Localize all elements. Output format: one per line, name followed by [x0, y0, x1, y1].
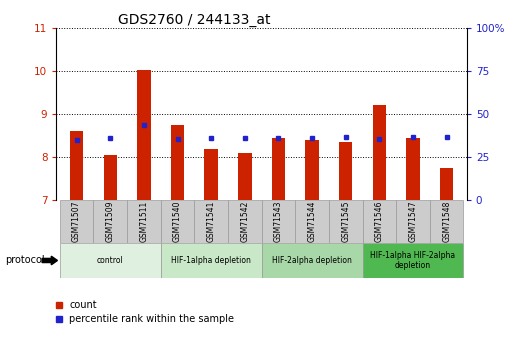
Bar: [194, 200, 228, 243]
Bar: [262, 243, 363, 278]
FancyArrow shape: [42, 256, 57, 265]
Bar: [372, 105, 386, 200]
Text: GSM71547: GSM71547: [408, 201, 418, 243]
Bar: [430, 200, 463, 243]
Text: GSM71509: GSM71509: [106, 201, 115, 243]
Bar: [205, 149, 218, 200]
Bar: [262, 200, 295, 243]
Bar: [396, 200, 430, 243]
Text: HIF-1alpha HIF-2alpha
depletion: HIF-1alpha HIF-2alpha depletion: [370, 251, 456, 270]
Text: GSM71544: GSM71544: [308, 201, 317, 243]
Bar: [60, 243, 161, 278]
Text: GSM71545: GSM71545: [341, 201, 350, 243]
Text: GSM71542: GSM71542: [240, 201, 249, 242]
Bar: [93, 200, 127, 243]
Bar: [60, 200, 93, 243]
Text: GSM71507: GSM71507: [72, 201, 81, 243]
Bar: [305, 140, 319, 200]
Text: GSM71540: GSM71540: [173, 201, 182, 243]
Text: protocol: protocol: [5, 256, 45, 265]
Bar: [406, 138, 420, 200]
Bar: [161, 200, 194, 243]
Text: GDS2760 / 244133_at: GDS2760 / 244133_at: [118, 12, 270, 27]
Text: GSM71548: GSM71548: [442, 201, 451, 242]
Bar: [171, 125, 184, 200]
Bar: [363, 243, 463, 278]
Bar: [440, 168, 453, 200]
Text: control: control: [97, 256, 124, 265]
Bar: [272, 138, 285, 200]
Text: GSM71511: GSM71511: [140, 201, 148, 242]
Text: count: count: [69, 300, 97, 310]
Bar: [228, 200, 262, 243]
Bar: [339, 142, 352, 200]
Text: GSM71543: GSM71543: [274, 201, 283, 243]
Text: HIF-1alpha depletion: HIF-1alpha depletion: [171, 256, 251, 265]
Bar: [70, 131, 83, 200]
Text: percentile rank within the sample: percentile rank within the sample: [69, 314, 234, 324]
Bar: [104, 155, 117, 200]
Text: HIF-2alpha depletion: HIF-2alpha depletion: [272, 256, 352, 265]
Bar: [329, 200, 363, 243]
Text: GSM71546: GSM71546: [375, 201, 384, 243]
Bar: [161, 243, 262, 278]
Bar: [137, 70, 151, 200]
Bar: [127, 200, 161, 243]
Bar: [295, 200, 329, 243]
Text: GSM71541: GSM71541: [207, 201, 215, 242]
Bar: [363, 200, 396, 243]
Bar: [238, 152, 251, 200]
